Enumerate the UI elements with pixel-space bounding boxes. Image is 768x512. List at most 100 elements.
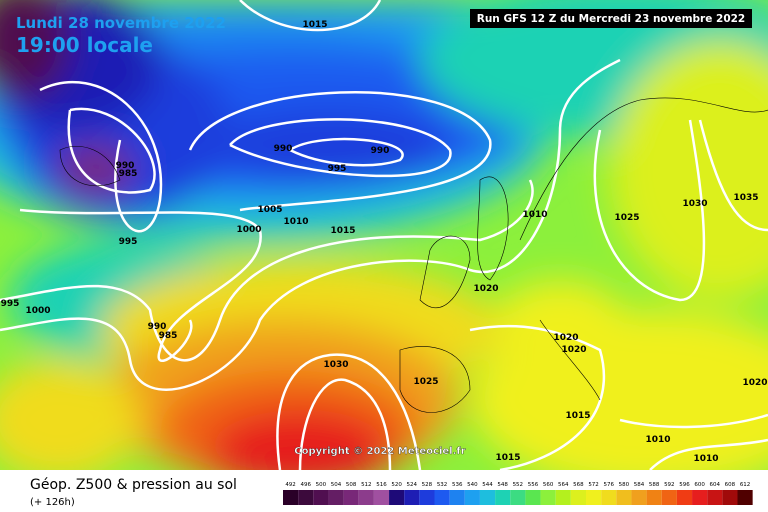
isobar-label: 1020 bbox=[561, 345, 586, 355]
colorbar-label: 588 bbox=[649, 482, 660, 488]
isobar-label: 990 bbox=[371, 146, 390, 156]
colorbar-swatch bbox=[434, 490, 450, 505]
colorbar-label: 568 bbox=[573, 482, 584, 488]
time-label: 19:00 locale bbox=[16, 33, 153, 57]
colorbar-swatch bbox=[555, 490, 571, 505]
isobar-label: 1020 bbox=[553, 333, 578, 343]
colorbar-swatch bbox=[404, 490, 420, 505]
isobar-label: 1020 bbox=[742, 378, 767, 388]
colorbar-swatch bbox=[389, 490, 405, 505]
colorbar-label: 532 bbox=[437, 482, 448, 488]
colorbar-label: 512 bbox=[361, 482, 372, 488]
colorbar-label: 592 bbox=[664, 482, 675, 488]
isobar-label: 1000 bbox=[25, 306, 50, 316]
colorbar-swatch bbox=[313, 490, 329, 505]
colorbar-swatch bbox=[646, 490, 662, 505]
isobar-label: 1000 bbox=[236, 225, 261, 235]
isobar-label: 1010 bbox=[693, 454, 718, 464]
isobars bbox=[0, 0, 768, 470]
colorbar-swatch bbox=[449, 490, 465, 505]
colorbar-label: 540 bbox=[467, 482, 478, 488]
isobar-label: 1035 bbox=[733, 193, 758, 203]
isobar-label: 995 bbox=[119, 237, 138, 247]
colorbar-swatch bbox=[661, 490, 677, 505]
colorbar-label: 548 bbox=[497, 482, 508, 488]
colorbar-swatch bbox=[419, 490, 435, 505]
colorbar-label: 612 bbox=[740, 482, 751, 488]
isobar-label: 1010 bbox=[522, 210, 547, 220]
colorbar-swatch bbox=[707, 490, 723, 505]
colorbar-swatch bbox=[298, 490, 314, 505]
colorbar-swatch bbox=[283, 490, 299, 505]
footer-lead: (+ 126h) bbox=[30, 497, 75, 508]
colorbar-swatch bbox=[495, 490, 511, 505]
colorbar-label: 564 bbox=[558, 482, 569, 488]
colorbar-label: 504 bbox=[331, 482, 342, 488]
colorbar-label: 544 bbox=[482, 482, 493, 488]
colorbar-label: 556 bbox=[528, 482, 539, 488]
colorbar-swatch bbox=[464, 490, 480, 505]
colorbar-swatch bbox=[601, 490, 617, 505]
colorbar-swatch bbox=[540, 490, 556, 505]
colorbar-swatch bbox=[328, 490, 344, 505]
colorbar-label: 572 bbox=[588, 482, 599, 488]
isobar-label: 1030 bbox=[323, 360, 348, 370]
colorbar-label: 520 bbox=[391, 482, 402, 488]
colorbar-swatch bbox=[722, 490, 738, 505]
isobar-label: 990 bbox=[116, 161, 135, 171]
colorbar-label: 516 bbox=[376, 482, 387, 488]
colorbar-label: 608 bbox=[725, 482, 736, 488]
colorbar-label: 560 bbox=[543, 482, 554, 488]
coastlines bbox=[59, 97, 768, 413]
colorbar-swatch bbox=[692, 490, 708, 505]
isobar-label: 1005 bbox=[257, 205, 282, 215]
isobar-label: 1015 bbox=[495, 453, 520, 463]
footer-title: Géop. Z500 & pression au sol bbox=[30, 477, 237, 493]
colorbar-label: 576 bbox=[603, 482, 614, 488]
isobar-label: 1015 bbox=[330, 226, 355, 236]
colorbar-swatch bbox=[631, 490, 647, 505]
run-box bbox=[470, 9, 752, 28]
isobar-label: 1025 bbox=[614, 213, 639, 223]
colorbar-swatch bbox=[570, 490, 586, 505]
colorbar-swatch bbox=[525, 490, 541, 505]
colorbar-swatch bbox=[676, 490, 693, 505]
colorbar-swatch bbox=[737, 490, 753, 505]
colorbar-label: 580 bbox=[619, 482, 630, 488]
colorbar-label: 500 bbox=[316, 482, 327, 488]
isobar-label: 1015 bbox=[565, 411, 590, 421]
colorbar-label: 600 bbox=[694, 482, 705, 488]
colorbar-swatch bbox=[616, 490, 632, 505]
colorbar-label: 496 bbox=[300, 482, 311, 488]
isobar-label: 1010 bbox=[283, 217, 308, 227]
colorbar-label: 536 bbox=[452, 482, 463, 488]
colorbar-swatch bbox=[586, 490, 602, 505]
isobar-label: 995 bbox=[328, 164, 347, 174]
colorbar-swatch bbox=[358, 490, 374, 505]
isobar-label: 990 bbox=[274, 144, 293, 154]
isobar-label: 1025 bbox=[413, 377, 438, 387]
colorbar-label: 524 bbox=[407, 482, 418, 488]
colorbar-label: 528 bbox=[422, 482, 433, 488]
colorbar-label: 508 bbox=[346, 482, 357, 488]
isobar-label: 985 bbox=[119, 169, 138, 179]
isobar-label: 995 bbox=[1, 299, 20, 309]
colorbar: 492 496 500 504 508 512 516 520 524 528 532 536 540 5… bbox=[283, 482, 753, 505]
colorbar-swatch bbox=[343, 490, 359, 505]
isobar-label: 990 bbox=[148, 322, 167, 332]
colorbar-swatch bbox=[479, 490, 496, 505]
isobar-label: 1010 bbox=[645, 435, 670, 445]
colorbar-label: 492 bbox=[285, 482, 296, 488]
isobar-label: 1015 bbox=[302, 20, 327, 30]
run-label: Run GFS 12 Z du Mercredi 23 novembre 202… bbox=[477, 13, 745, 25]
date-label: Lundi 28 novembre 2022 bbox=[16, 14, 226, 32]
colorbar-swatch bbox=[373, 490, 390, 505]
colorbar-label: 604 bbox=[710, 482, 721, 488]
colorbar-swatch bbox=[510, 490, 526, 505]
isobar-label: 985 bbox=[159, 331, 178, 341]
colorbar-label: 596 bbox=[679, 482, 690, 488]
isobar-label: 1020 bbox=[473, 284, 498, 294]
